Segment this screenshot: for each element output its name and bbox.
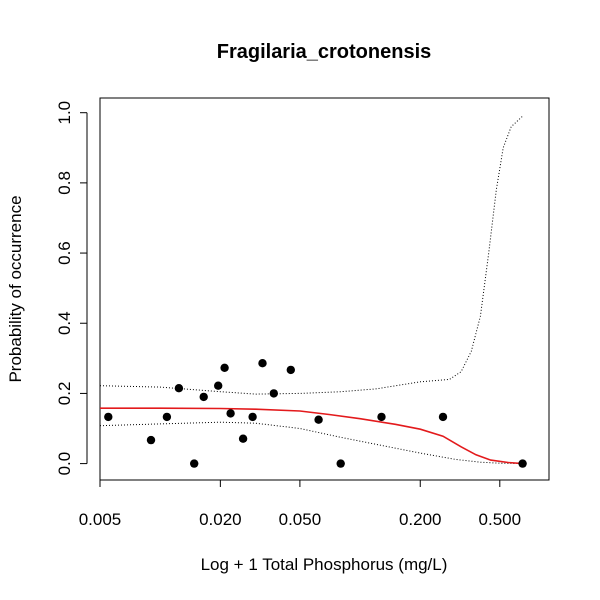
data-point-15 [336, 459, 345, 468]
data-point-7 [220, 363, 229, 372]
y-axis: 0.0 0.2 0.4 0.6 0.8 1.0 [55, 101, 88, 476]
y-axis-label: Probability of occurrence [6, 195, 25, 382]
x-tick-label: 0.020 [199, 510, 242, 529]
y-tick-label: 0.2 [55, 382, 74, 406]
x-tick-label: 0.500 [479, 510, 522, 529]
data-point-9 [238, 434, 248, 443]
data-point-1 [146, 435, 156, 445]
data-point-14 [314, 415, 323, 424]
data-point-6 [214, 381, 223, 390]
plot-frame [99, 97, 550, 481]
data-point-2 [162, 412, 172, 422]
y-tick-label: 0.8 [55, 171, 74, 195]
x-axis-label: Log + 1 Total Phosphorus (mg/L) [201, 555, 448, 574]
data-point-11 [258, 359, 267, 368]
data-point-18 [518, 459, 527, 468]
data-points [104, 359, 527, 468]
fit-line [100, 407, 523, 465]
data-point-10 [248, 412, 257, 422]
ci-lower-line [99, 421, 523, 465]
data-point-4 [190, 459, 199, 468]
data-point-5 [199, 392, 208, 402]
data-point-8 [226, 409, 235, 418]
data-point-3 [174, 384, 184, 393]
y-tick-label: 0.0 [55, 452, 74, 476]
data-point-17 [438, 412, 448, 422]
x-tick-label: 0.005 [79, 510, 122, 529]
data-point-12 [269, 389, 278, 398]
confidence-band [99, 115, 523, 465]
y-tick-label: 0.6 [55, 241, 74, 265]
x-axis: 0.005 0.020 0.050 0.200 0.500 [79, 479, 522, 529]
y-tick-label: 1.0 [55, 101, 74, 125]
x-tick-label: 0.050 [279, 510, 322, 529]
y-tick-label: 0.4 [55, 311, 74, 335]
data-point-13 [286, 365, 295, 375]
x-tick-label: 0.200 [399, 510, 442, 529]
ci-upper-line [99, 115, 523, 395]
chart-title: Fragilaria_crotonensis [217, 41, 432, 63]
fit-curve-group [100, 407, 523, 465]
data-point-0 [104, 412, 113, 422]
data-point-16 [377, 412, 386, 422]
